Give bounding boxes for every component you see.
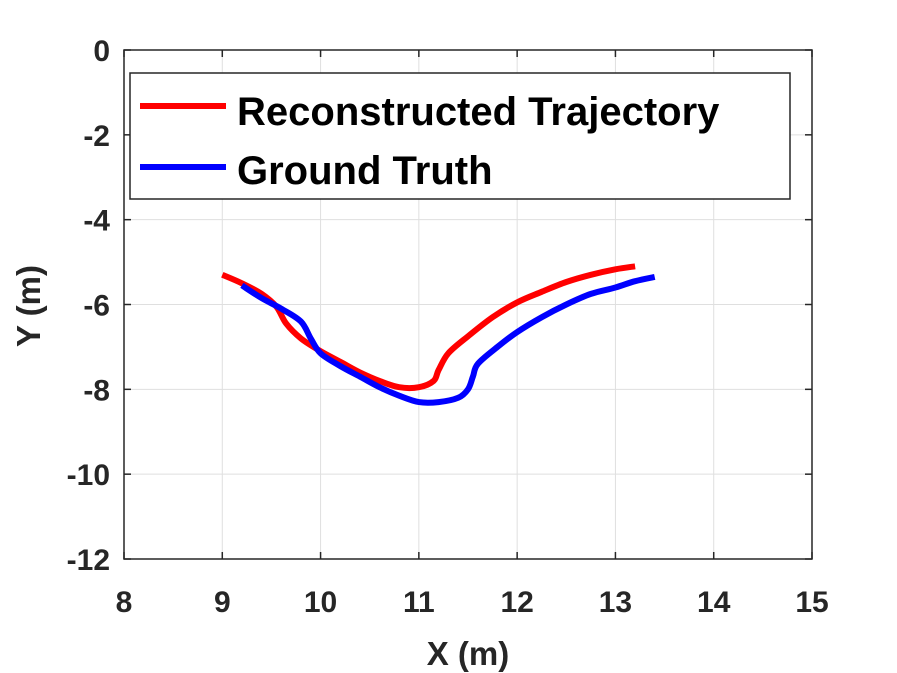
x-tick-label: 14	[697, 586, 731, 619]
x-tick-label: 12	[500, 586, 533, 619]
y-tick-label: -12	[67, 544, 110, 577]
legend-label-ground-truth: Ground Truth	[237, 149, 493, 193]
x-tick-label: 15	[795, 586, 828, 619]
x-tick-label: 10	[304, 586, 337, 619]
y-tick-label: -6	[83, 290, 110, 323]
y-tick-label: -4	[83, 205, 110, 238]
legend-label-reconstructed: Reconstructed Trajectory	[237, 90, 720, 134]
legend-box	[129, 72, 791, 200]
axis-ticks	[123, 49, 813, 560]
x-tick-label: 8	[116, 586, 133, 619]
series-line-reconstructed	[221, 263, 636, 392]
y-axis-label: Y (m)	[10, 265, 47, 347]
y-tick-label: -10	[67, 459, 110, 492]
x-tick-label: 11	[403, 586, 435, 619]
y-tick-label: -8	[83, 374, 110, 407]
x-tick-labels: 8 9 10 11 12 13 14 15	[116, 586, 829, 619]
series-line-ground-truth	[240, 273, 656, 406]
series-lines	[221, 263, 656, 406]
x-tick-label: 9	[214, 586, 231, 619]
x-tick-label: 13	[599, 586, 632, 619]
y-tick-label: -2	[83, 120, 110, 153]
legend: Reconstructed Trajectory Ground Truth	[129, 72, 791, 200]
x-axis-label: X (m)	[427, 635, 510, 672]
y-tick-labels: 0 -2 -4 -6 -8 -10 -12	[67, 35, 111, 577]
y-tick-label: 0	[93, 35, 110, 68]
